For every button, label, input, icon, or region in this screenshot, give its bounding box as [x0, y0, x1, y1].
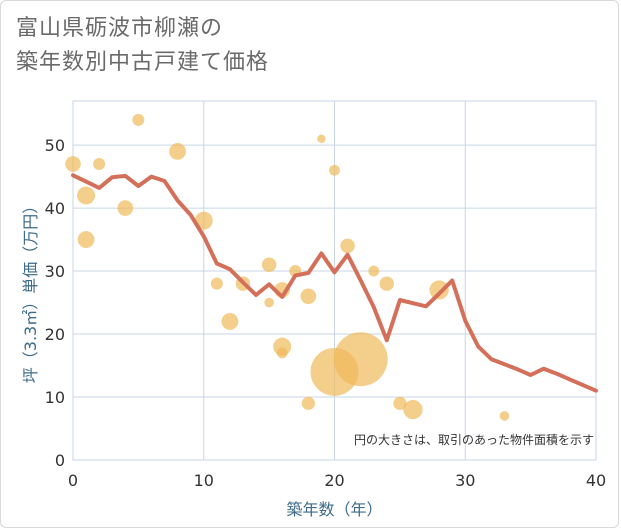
- x-tick-label: 0: [68, 471, 78, 490]
- y-tick-label: 0: [55, 451, 65, 470]
- bubble-point: [221, 313, 239, 330]
- y-tick-label: 50: [45, 136, 65, 155]
- bubble-point: [340, 238, 355, 254]
- bubble-point: [77, 186, 96, 205]
- bubble-point: [276, 347, 288, 359]
- trend-line: [71, 173, 598, 393]
- grid: [72, 100, 597, 461]
- trend-line-group: [71, 173, 598, 393]
- chart-title: 富山県砺波市柳瀬の 築年数別中古戸建て価格: [16, 12, 269, 80]
- bubble-point: [393, 396, 407, 410]
- x-tick-label: 10: [194, 471, 214, 490]
- bubble-point: [429, 280, 449, 300]
- x-axis-title: 築年数（年）: [286, 500, 382, 519]
- bubbles: [65, 113, 510, 421]
- bubble-point: [169, 142, 187, 160]
- bubble-point: [317, 134, 326, 143]
- bubble-point: [261, 257, 277, 272]
- bubble-point: [301, 396, 315, 410]
- bubble-point: [132, 113, 145, 126]
- bubble-point: [77, 231, 95, 248]
- bubble-point: [499, 411, 510, 421]
- bubble-point: [333, 332, 388, 387]
- y-axis-title: 坪（3.3㎡）単価（万円）: [21, 198, 40, 383]
- y-tick-label: 20: [45, 325, 65, 344]
- chart-title-line-2: 築年数別中古戸建て価格: [16, 50, 270, 75]
- bubble-point: [65, 156, 81, 172]
- y-tick-label: 10: [45, 388, 65, 407]
- bubble-point: [329, 164, 340, 176]
- x-tick-label: 40: [586, 471, 606, 490]
- x-tick-label: 20: [324, 471, 344, 490]
- bubble-point: [93, 157, 106, 170]
- tick-labels: 0 10 20 30 40 0 10 20 30 40 50: [45, 136, 607, 490]
- bubble-point: [403, 400, 423, 420]
- chart-title-line-1: 富山県砺波市柳瀬の: [16, 16, 224, 41]
- bubble-point: [117, 200, 134, 216]
- bubble-point: [300, 288, 317, 305]
- x-tick-label: 30: [455, 471, 475, 490]
- bubble-point: [264, 297, 274, 308]
- y-tick-label: 40: [45, 199, 65, 218]
- bubble-point: [210, 277, 223, 290]
- bubble-size-note: 円の大きさは、取引のあった物件面積を示す: [354, 432, 594, 447]
- bubble-point: [379, 276, 394, 291]
- bubble-point: [368, 265, 380, 277]
- y-tick-label: 30: [45, 262, 65, 281]
